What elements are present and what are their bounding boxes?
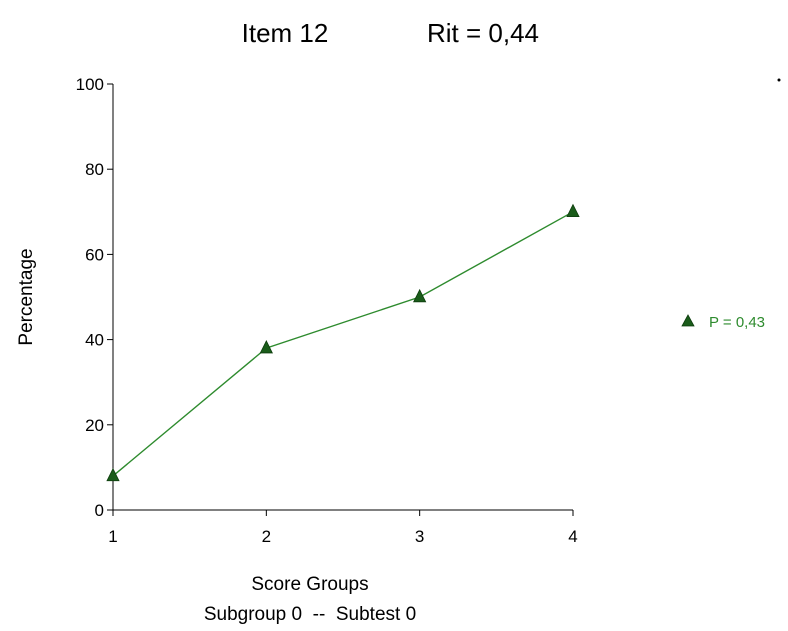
x-axis-sublabel: Subgroup 0 -- Subtest 0 [204, 604, 416, 625]
y-axis-label: Percentage [16, 248, 37, 345]
x-tick-label: 2 [262, 527, 271, 546]
y-tick-label: 40 [85, 331, 104, 350]
data-point-triangle [566, 203, 580, 218]
x-tick-label: 3 [415, 527, 424, 546]
legend: P = 0,43 [681, 314, 765, 331]
legend-label: P = 0,43 [709, 314, 765, 331]
x-tick-label: 1 [108, 527, 117, 546]
chart-title-item: Item 12 [242, 18, 329, 48]
x-tick-label: 4 [568, 527, 577, 546]
corner-dot [777, 78, 781, 82]
y-tick-label: 80 [85, 160, 104, 179]
series-line [112, 211, 574, 477]
y-ticks: 0 20 40 60 80 100 [76, 75, 113, 520]
x-axis-label: Score Groups [251, 574, 368, 595]
y-tick-label: 0 [95, 501, 104, 520]
data-point-triangle [259, 340, 273, 354]
y-tick-label: 100 [76, 75, 104, 94]
data-point-triangle [413, 288, 427, 303]
y-tick-label: 60 [85, 245, 104, 264]
chart-title-rit: Rit = 0,44 [427, 18, 539, 48]
data-point-triangle [106, 467, 120, 482]
y-tick-label: 20 [85, 416, 104, 435]
x-ticks: 1 2 3 4 [108, 510, 578, 546]
series-layer [106, 203, 580, 482]
chart-title: Item 12 Rit = 0,44 [242, 18, 539, 48]
axes [112, 84, 573, 511]
legend-marker [681, 314, 695, 327]
